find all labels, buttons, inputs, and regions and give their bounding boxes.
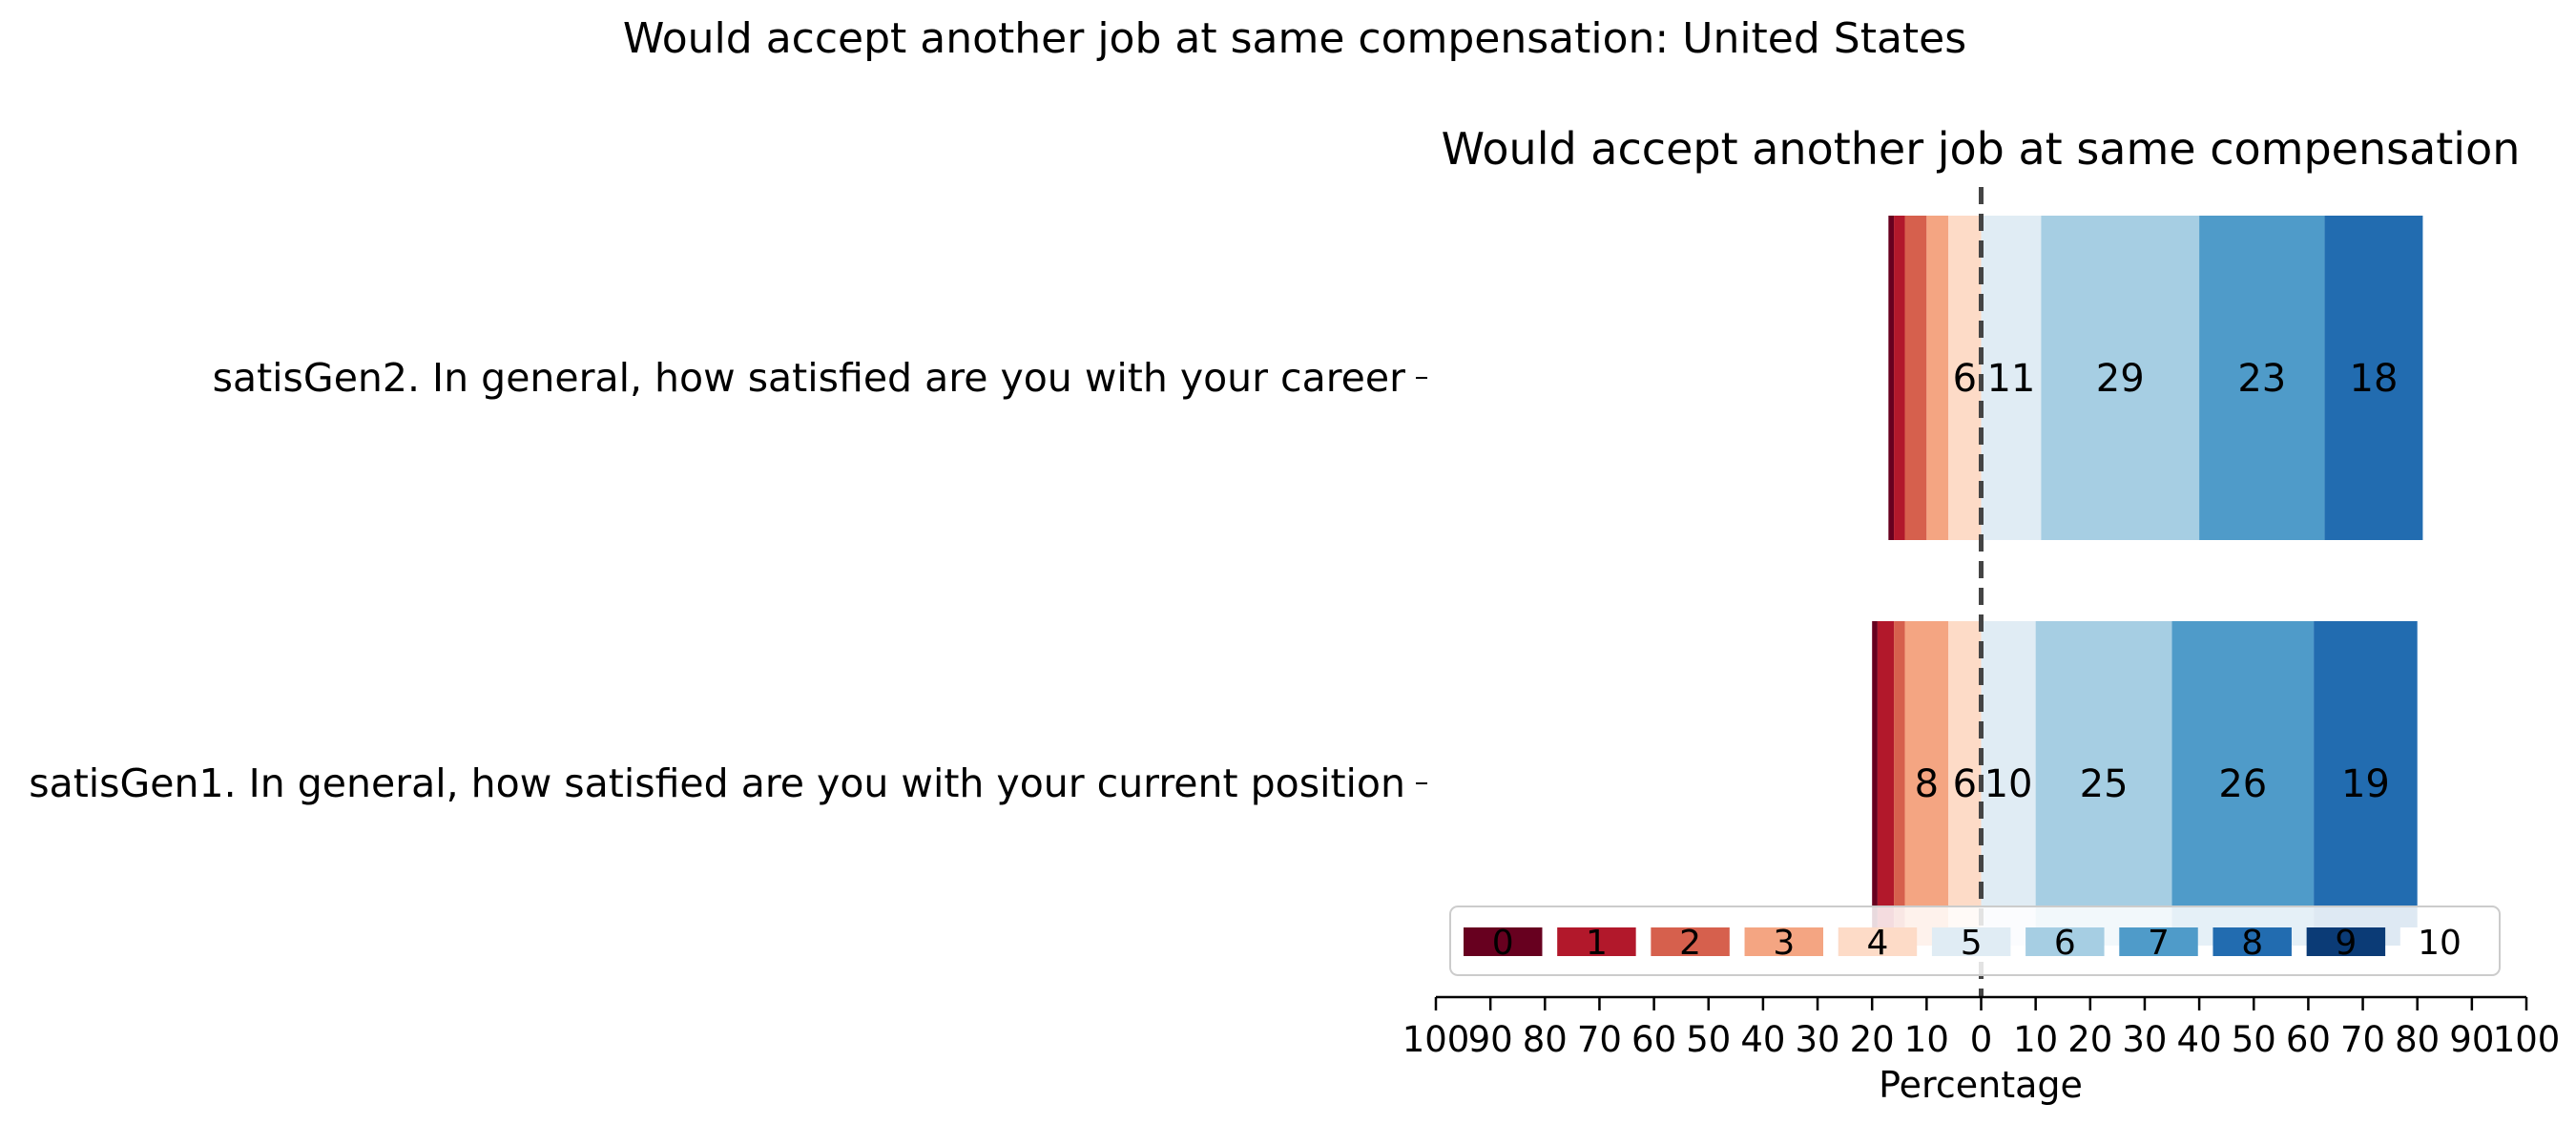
legend-label: 3: [1773, 924, 1795, 963]
legend-swatch: [1838, 927, 1918, 956]
bar-value-label: 18: [2350, 357, 2399, 401]
legend-swatch: [1464, 927, 1543, 956]
legend-label: 6: [2054, 924, 2076, 963]
x-tick-label: 80: [1523, 1019, 1568, 1060]
legend-label: 2: [1679, 924, 1701, 963]
chart-title: Would accept another job at same compens…: [1442, 123, 2521, 175]
legend-label: 5: [1961, 924, 1983, 963]
x-tick-label: 90: [1468, 1019, 1513, 1060]
bar-segment: [2314, 621, 2418, 946]
bar-segment: [1904, 621, 1949, 946]
legend-swatch: [1744, 927, 1824, 956]
x-tick-label: 90: [2449, 1019, 2494, 1060]
bar-segment: [2171, 621, 2315, 946]
bar-segment: [2199, 216, 2325, 540]
bar-value-label: 11: [1986, 357, 2035, 401]
legend-label: 8: [2241, 924, 2263, 963]
x-tick-label: 40: [1740, 1019, 1785, 1060]
bar-value-label: 29: [2096, 357, 2145, 401]
x-tick-label: 70: [2340, 1019, 2385, 1060]
x-tick-label: 50: [1686, 1019, 1731, 1060]
legend-swatch: [1557, 927, 1636, 956]
x-tick-label: 20: [1850, 1019, 1895, 1060]
x-tick-label: 60: [2286, 1019, 2331, 1060]
chart-suptitle: Would accept another job at same compens…: [623, 14, 1966, 63]
category-label: satisGen1. In general, how satisfied are…: [29, 760, 1405, 806]
x-tick-label: 10: [1904, 1019, 1949, 1060]
x-tick-label: 30: [2122, 1019, 2167, 1060]
plot-area: 6 11 29 23 188 6 10 25 26 19: [1872, 187, 2423, 997]
bar-value-label: 26: [2218, 762, 2267, 806]
legend-label: 9: [2335, 924, 2357, 963]
x-tick-label: 100: [1402, 1019, 1470, 1060]
x-tick-label: 0: [1970, 1019, 1993, 1060]
x-tick-label: 60: [1631, 1019, 1676, 1060]
bar-segment: [1926, 216, 1949, 540]
bar-segment: [1894, 216, 1905, 540]
x-tick-label: 50: [2232, 1019, 2276, 1060]
bar-value-label: 10: [1984, 762, 2033, 806]
x-tick-label: 10: [2013, 1019, 2058, 1060]
bar-segment: [1981, 621, 2036, 946]
category-label: satisGen2. In general, how satisfied are…: [213, 355, 1406, 401]
x-tick-label: 100: [2493, 1019, 2561, 1060]
bar-value-label: 19: [2341, 762, 2390, 806]
bar-segment: [1948, 621, 1982, 946]
legend-label: 7: [2148, 924, 2170, 963]
bar-segment: [1904, 216, 1927, 540]
bar-value-label: 23: [2237, 357, 2286, 401]
legend-label: 10: [2418, 924, 2462, 963]
legend: 0 1 2 3 4 5 6 7 8 9 10: [1449, 906, 2501, 976]
legend-swatch: [1931, 927, 2011, 956]
bar-segment: [1888, 216, 1895, 540]
category-labels: satisGen2. In general, how satisfied are…: [29, 355, 1427, 806]
legend-label: 0: [1492, 924, 1514, 963]
bar-value-label: 6: [1953, 357, 1977, 401]
x-tick-label: 40: [2177, 1019, 2222, 1060]
bar-segment: [2041, 216, 2200, 540]
x-tick-label: 20: [2067, 1019, 2112, 1060]
legend-swatch: [2399, 927, 2480, 956]
x-axis-label: Percentage: [1879, 1064, 2083, 1106]
bar-segment: [2035, 621, 2172, 946]
legend-label: 1: [1586, 924, 1608, 963]
bar-segment: [2324, 216, 2423, 540]
bar-value-label: 25: [2080, 762, 2129, 806]
bar-segment: [1877, 621, 1895, 946]
bar-segment: [1894, 621, 1905, 946]
x-tick-label: 30: [1796, 1019, 1840, 1060]
x-tick-label: 80: [2395, 1019, 2440, 1060]
bar-segment: [1981, 216, 2042, 540]
legend-swatch: [2212, 927, 2292, 956]
legend-swatch: [2119, 927, 2198, 956]
legend-swatch: [1651, 927, 1730, 956]
legend-label: 4: [1867, 924, 1889, 963]
bar-value-label: 8: [1915, 762, 1939, 806]
bar-segment: [1872, 621, 1878, 946]
legend-swatch: [2025, 927, 2105, 956]
x-tick-label: 70: [1577, 1019, 1622, 1060]
legend-swatch: [2306, 927, 2386, 956]
bar-segment: [1948, 216, 1982, 540]
bar-value-label: 6: [1953, 762, 1977, 806]
